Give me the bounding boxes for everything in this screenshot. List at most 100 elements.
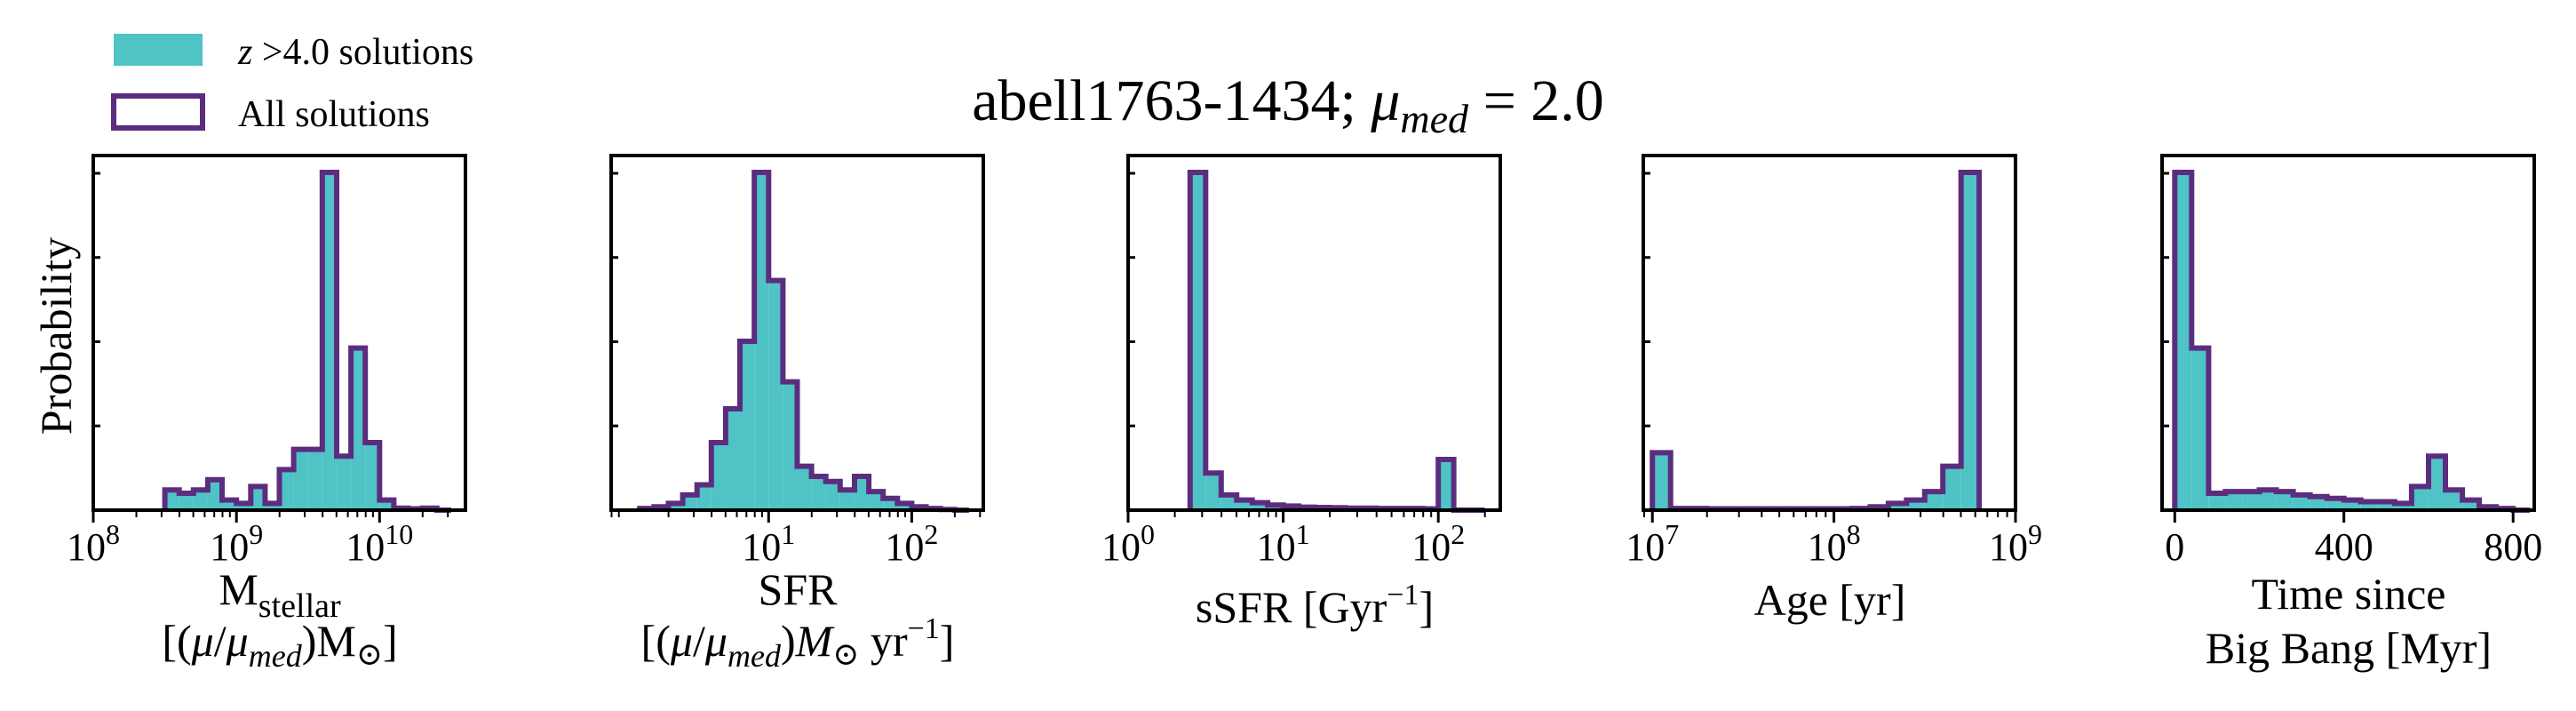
figure-title: abell1763-1434; μmed = 2.0 [972,68,1604,141]
bar-time-11 [2360,501,2378,510]
bar-age-13 [1888,503,1907,510]
bar-time-10 [2343,499,2361,510]
axes-frame-stellar-mass [91,154,467,512]
bar-stellar-mass-9 [293,449,308,510]
x-axis-label-stellar-mass-line2: [(μ/μmed)M⊙] [162,616,397,674]
bar-stellar-mass-0 [164,490,179,510]
y-axis-label: Probability [31,237,81,435]
bar-sfr-13 [825,481,840,510]
bar-sfr-3 [682,494,697,510]
bar-stellar-mass-12 [337,456,352,510]
panel-age: 107 108 109 [1626,154,2042,569]
x-axis-label-time-line1: Time since [2252,569,2446,619]
bar-time-8 [2310,496,2327,510]
x-axis-labels: Mstellar [(μ/μmed)M⊙] SFR [(μ/μmed)M⊙ yr… [162,564,2492,674]
histogram-outline-sfr [637,170,969,513]
legend-swatch-filled [114,34,203,66]
bar-sfr-18 [897,503,912,510]
bar-sfr-16 [869,491,884,510]
bar-stellar-mass-10 [307,449,322,510]
histogram-outline-stellar-mass [162,170,451,513]
bar-time-16 [2445,490,2462,510]
x-tick-label-stellar-mass-0: 108 [67,518,120,569]
bar-age-17 [1960,172,1980,510]
legend: z >4.0 solutions All solutions [111,32,473,135]
bar-sfr-8 [754,172,769,510]
x-tick-label-time-2: 800 [2484,525,2542,569]
axes-frame-time [2160,154,2536,512]
bar-time-0 [2174,172,2192,510]
panel-time-since-big-bang: 0 400 800 [2160,154,2542,569]
bar-age-16 [1943,466,1961,510]
bar-stellar-mass-14 [365,443,380,510]
x-tick-label-time-0: 0 [2165,525,2184,569]
x-axis-label-time-line2: Big Bang [Myr] [2206,623,2492,673]
bar-stellar-mass-4 [222,499,237,510]
legend-label-outline: All solutions [238,94,430,135]
histogram-outline-ssfr [1187,170,1485,513]
bar-ssfr-4 [1252,502,1268,510]
bar-time-3 [2225,491,2243,510]
bar-time-7 [2293,494,2310,510]
legend-swatch-outline [111,93,205,131]
x-tick-label-age-0: 107 [1626,518,1679,569]
bar-sfr-6 [725,409,740,510]
bar-age-15 [1924,491,1944,510]
bar-sfr-17 [883,498,898,510]
legend-label-filled: z >4.0 solutions [237,32,473,73]
x-tick-label-time-1: 400 [2315,525,2373,569]
axes-frame-age [1642,154,2017,512]
bar-ssfr-1 [1205,473,1221,510]
x-tick-label-age-2: 109 [1989,518,2042,569]
bar-time-1 [2191,348,2209,510]
bar-time-13 [2394,503,2412,510]
x-tick-label-sfr-1: 102 [885,518,938,569]
panel-sfr: 101 102 [609,154,985,569]
axes-frame-sfr [609,154,985,512]
bar-sfr-11 [797,466,812,510]
bar-time-4 [2242,491,2260,510]
bar-sfr-9 [768,280,783,510]
bar-sfr-15 [855,476,870,510]
x-tick-label-age-1: 108 [1808,518,1861,569]
bar-sfr-12 [811,476,826,510]
bar-time-15 [2429,456,2445,510]
bar-stellar-mass-5 [236,503,251,510]
bar-time-12 [2377,501,2395,510]
x-tick-label-stellar-mass-2: 1010 [346,518,413,569]
x-axis-label-age: Age [yr] [1754,575,1906,625]
bar-stellar-mass-2 [193,490,208,510]
bar-ssfr-0 [1189,172,1206,510]
bar-stellar-mass-8 [279,469,294,510]
panel-ssfr: 100 101 102 [1101,154,1502,569]
bar-age-0 [1652,452,1671,510]
x-tick-label-ssfr-1: 101 [1257,518,1310,569]
bar-sfr-14 [839,490,855,510]
bar-stellar-mass-3 [207,479,222,510]
bar-ssfr-2 [1220,494,1237,510]
bar-time-6 [2276,491,2294,510]
x-tick-label-ssfr-0: 100 [1101,518,1155,569]
bar-stellar-mass-6 [250,486,266,510]
bar-stellar-mass-15 [379,499,394,510]
bar-ssfr-3 [1236,499,1252,510]
x-tick-label-stellar-mass-1: 109 [210,518,263,569]
bar-stellar-mass-1 [179,493,194,510]
x-axis-label-ssfr: sSFR [Gyr−1] [1196,579,1434,632]
x-tick-label-sfr-0: 101 [742,518,795,569]
bar-time-2 [2208,493,2226,510]
bar-sfr-2 [668,503,683,510]
axes-frame-ssfr [1126,154,1502,512]
bar-time-9 [2326,498,2344,510]
bar-time-5 [2259,490,2277,510]
bar-sfr-7 [740,341,755,510]
bar-age-14 [1906,499,1925,510]
bar-stellar-mass-11 [322,172,337,510]
bar-sfr-10 [783,381,798,510]
bar-time-17 [2462,499,2480,510]
bar-sfr-4 [696,484,712,510]
bar-stellar-mass-7 [265,503,280,510]
x-axis-label-sfr-line2: [(μ/μmed)M⊙ yr−1] [641,612,955,674]
bar-time-14 [2411,486,2429,510]
